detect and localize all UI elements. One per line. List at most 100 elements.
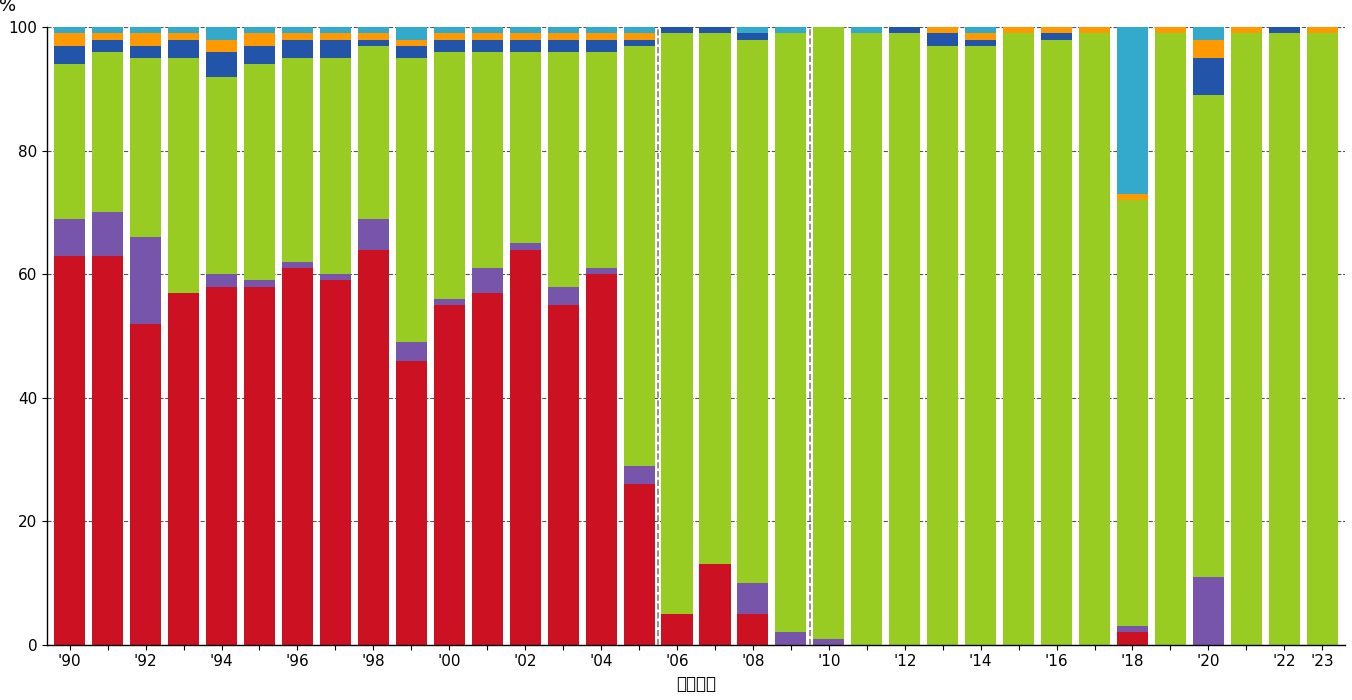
Bar [775,34,806,632]
Bar [585,274,617,645]
Bar [168,40,199,58]
Bar [92,27,123,34]
Bar [320,34,352,40]
Bar [585,268,617,274]
Bar [1117,27,1148,194]
Bar [283,34,314,40]
Bar [1041,34,1072,40]
Bar [510,244,541,249]
Bar [283,40,314,58]
Bar [510,34,541,40]
Bar [358,46,389,218]
Bar [548,286,579,305]
Bar [396,27,427,40]
X-axis label: （年度）: （年度） [676,675,717,693]
Bar [1192,58,1224,95]
Bar [243,64,274,281]
Bar [130,46,161,58]
Bar [699,564,730,645]
Bar [775,27,806,34]
Bar [283,58,314,262]
Bar [243,46,274,64]
Bar [243,27,274,34]
Bar [775,632,806,645]
Bar [585,27,617,34]
Bar [1117,626,1148,632]
Bar [358,34,389,40]
Bar [54,256,85,645]
Bar [92,256,123,645]
Bar [1079,27,1110,34]
Bar [927,46,959,645]
Bar [510,27,541,34]
Bar [1041,40,1072,645]
Bar [243,281,274,286]
Bar [737,583,768,614]
Bar [54,218,85,256]
Bar [168,58,199,293]
Bar [1268,27,1299,34]
Bar [1117,194,1148,200]
Bar [396,342,427,360]
Bar [206,27,237,40]
Bar [965,34,996,40]
Bar [54,64,85,218]
Bar [1192,95,1224,577]
Bar [548,305,579,645]
Bar [92,34,123,40]
Bar [1230,34,1261,645]
Bar [510,40,541,52]
Bar [168,34,199,40]
Bar [130,27,161,34]
Bar [283,262,314,268]
Bar [1230,27,1261,34]
Bar [927,27,959,34]
Bar [358,218,389,249]
Bar [434,299,465,305]
Bar [1192,577,1224,645]
Bar [585,40,617,52]
Bar [965,46,996,645]
Bar [130,237,161,323]
Bar [434,27,465,34]
Bar [243,34,274,46]
Bar [623,46,654,466]
Bar [396,40,427,46]
Bar [92,52,123,213]
Bar [206,274,237,286]
Bar [168,27,199,34]
Bar [434,52,465,299]
Bar [320,281,352,645]
Bar [623,484,654,645]
Bar [510,52,541,244]
Bar [54,46,85,64]
Bar [206,76,237,274]
Bar [661,27,692,34]
Bar [472,52,503,268]
Y-axis label: %: % [0,0,16,15]
Bar [396,58,427,342]
Bar [1003,27,1034,34]
Bar [965,27,996,34]
Bar [206,40,237,52]
Bar [965,40,996,46]
Bar [206,286,237,645]
Bar [737,27,768,34]
Bar [130,323,161,645]
Bar [699,27,730,34]
Bar [661,614,692,645]
Bar [1307,34,1338,645]
Bar [737,40,768,583]
Bar [434,40,465,52]
Bar [92,40,123,52]
Bar [852,27,883,34]
Bar [737,34,768,40]
Bar [1192,27,1224,40]
Bar [890,27,921,34]
Bar [814,638,845,645]
Bar [927,34,959,46]
Bar [623,34,654,40]
Bar [320,27,352,34]
Bar [472,268,503,293]
Bar [320,40,352,58]
